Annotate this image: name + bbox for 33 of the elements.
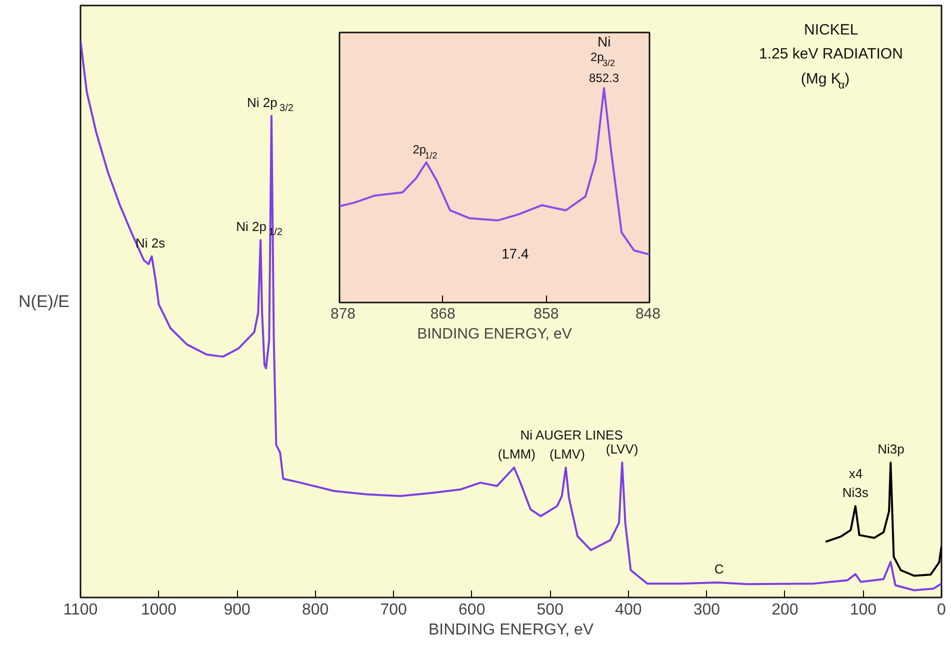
annotation: Ni3p xyxy=(878,442,904,457)
annotation: x4 xyxy=(848,466,863,482)
x-tick-label: 300 xyxy=(693,602,720,618)
annotation: Ni 2s xyxy=(135,235,166,250)
x-tick-label: 500 xyxy=(536,602,564,618)
x-tick-label: 200 xyxy=(772,602,798,618)
annotation: (LMV) xyxy=(550,446,585,462)
x-tick-label: 600 xyxy=(458,602,486,618)
x-tick-label: 400 xyxy=(615,602,642,618)
annotation: Ni AUGER LINES xyxy=(520,428,624,443)
y-axis-title: N(E)/E xyxy=(18,292,70,311)
x-tick-label: 868 xyxy=(430,306,456,322)
x-axis-title: BINDING ENERGY, eV xyxy=(417,326,572,342)
x-tick-label: 1100 xyxy=(63,602,98,618)
annotation: Ni3s xyxy=(842,485,869,500)
annotation: 852.3 xyxy=(589,71,620,86)
x-tick-label: 858 xyxy=(534,306,559,322)
x-tick-label: 878 xyxy=(330,306,356,322)
annotation: C xyxy=(714,561,724,576)
annotation: (LMM) xyxy=(498,446,536,462)
x-tick-label: 100 xyxy=(850,602,877,618)
x-tick-label: 0 xyxy=(937,602,946,618)
x-tick-label: 900 xyxy=(224,602,250,618)
x-tick-label: 1000 xyxy=(140,602,177,618)
annotation: 17.4 xyxy=(502,246,529,262)
text: NICKEL xyxy=(804,22,858,38)
annotation: Ni xyxy=(598,34,611,50)
x-tick-label: 848 xyxy=(635,306,661,322)
x-tick-label: 800 xyxy=(302,602,329,618)
x-tick-label: 700 xyxy=(380,602,408,618)
annotation: 1.25 keV RADIATION xyxy=(759,46,903,62)
x-axis-title: BINDING ENERGY, eV xyxy=(428,622,594,638)
annotation: (LVV) xyxy=(606,442,638,457)
